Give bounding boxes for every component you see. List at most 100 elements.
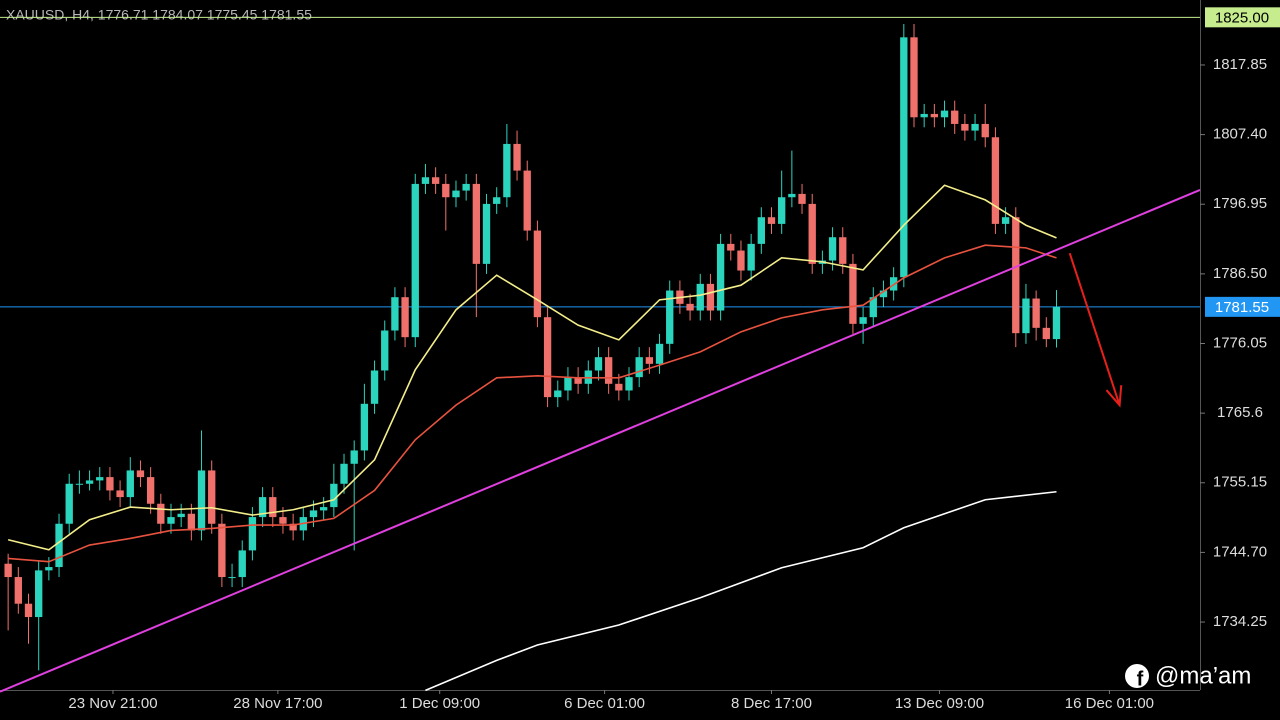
x-tick-label: 1 Dec 09:00 <box>399 695 480 712</box>
candle-body <box>533 230 542 318</box>
candle-body <box>218 523 226 578</box>
candle-body <box>411 183 419 338</box>
candle-body <box>869 297 877 318</box>
candle-body <box>4 563 12 578</box>
candle-body <box>289 523 297 531</box>
candle-body <box>1012 217 1020 334</box>
x-tick-label: 6 Dec 01:00 <box>564 695 645 712</box>
candle-body <box>666 290 674 344</box>
x-tick-label: 16 Dec 01:00 <box>1065 695 1154 712</box>
candle-body <box>991 137 1000 224</box>
candle-body <box>238 550 246 578</box>
candle-body <box>136 470 145 478</box>
candle-body <box>900 37 908 278</box>
candle-body <box>391 297 399 331</box>
facebook-icon-letter: f <box>1137 668 1144 690</box>
candle-body <box>157 503 165 524</box>
candle-body <box>696 283 704 311</box>
candle-body <box>767 217 776 224</box>
trendline <box>0 188 1201 693</box>
candle-body <box>778 197 786 224</box>
candle-body <box>482 203 491 264</box>
arrow-shaft <box>1068 252 1121 406</box>
candle-body <box>85 480 94 484</box>
candle-body <box>727 243 735 251</box>
candle-body <box>635 357 643 378</box>
candle-body <box>1052 306 1061 340</box>
candle-body <box>879 290 888 298</box>
candle-body <box>706 283 715 311</box>
candle-body <box>655 343 664 364</box>
candle-body <box>910 37 918 118</box>
candle-body <box>1042 327 1050 340</box>
candle-body <box>543 317 552 398</box>
candle-body <box>839 237 847 264</box>
candle-body <box>96 477 104 481</box>
facebook-icon <box>1125 664 1149 688</box>
x-tick-label: 8 Dec 17:00 <box>731 695 812 712</box>
candle-body <box>930 113 939 118</box>
candle-body <box>75 483 84 485</box>
y-tick-label: 1796.95 <box>1213 195 1267 212</box>
candle-body <box>564 377 572 391</box>
candle-body <box>14 577 22 604</box>
candle-body <box>197 470 206 531</box>
watermark-text: @ma’am <box>1155 662 1251 689</box>
arrow-head <box>1105 385 1123 408</box>
candle-body <box>757 217 765 244</box>
candle-body <box>381 330 389 371</box>
candle-body <box>462 183 470 191</box>
candle-body <box>146 477 155 504</box>
candle-body <box>554 390 562 398</box>
candle-body <box>421 177 430 184</box>
candle-body <box>971 123 979 131</box>
candle-body <box>309 510 318 518</box>
candle-body <box>523 170 531 231</box>
candle-body <box>808 203 816 264</box>
candle-body <box>126 470 134 498</box>
candle-body <box>106 477 114 491</box>
candle-body <box>370 370 379 404</box>
candle-body <box>320 507 328 511</box>
candle-body <box>330 483 338 508</box>
candle-body <box>187 513 196 531</box>
candle-body <box>849 263 857 324</box>
moving-average <box>425 490 1057 692</box>
y-tick-label: 1786.50 <box>1213 265 1267 282</box>
candle-body <box>431 177 440 184</box>
candle-body <box>65 483 73 524</box>
candle-body <box>1001 217 1010 224</box>
y-tick-label: 1734.25 <box>1213 613 1267 630</box>
x-tick-label: 23 Nov 21:00 <box>68 695 157 712</box>
candle-body <box>228 577 236 579</box>
watermark: f @ma’am <box>1125 662 1251 690</box>
candle-body <box>747 243 755 271</box>
candle-body <box>24 603 33 618</box>
price-label-box <box>1205 7 1280 28</box>
candle-body <box>604 357 613 384</box>
candle-body <box>45 567 53 571</box>
candle-body <box>177 513 185 518</box>
candle-body <box>645 357 654 364</box>
price-label-box <box>1205 296 1280 317</box>
candle-body <box>208 470 216 524</box>
candle-body <box>350 450 358 464</box>
y-tick-label: 1755.15 <box>1213 474 1267 491</box>
x-tick-label: 28 Nov 17:00 <box>233 695 322 712</box>
candle-body <box>269 497 277 518</box>
candle-body <box>340 463 348 484</box>
candle-body <box>513 143 521 171</box>
candle-body <box>737 250 745 271</box>
y-tick-label: 1807.40 <box>1213 126 1267 143</box>
candle-body <box>1022 298 1030 334</box>
candle-body <box>788 193 796 198</box>
candle-body <box>951 110 959 124</box>
y-tick-label: 1744.70 <box>1213 543 1267 560</box>
candle-body <box>167 517 175 524</box>
candle-body <box>594 357 603 371</box>
candle-body <box>920 113 928 118</box>
candle-body <box>258 497 267 518</box>
candle-body <box>961 123 969 131</box>
candle-body <box>716 243 725 311</box>
moving-average <box>7 184 1057 551</box>
